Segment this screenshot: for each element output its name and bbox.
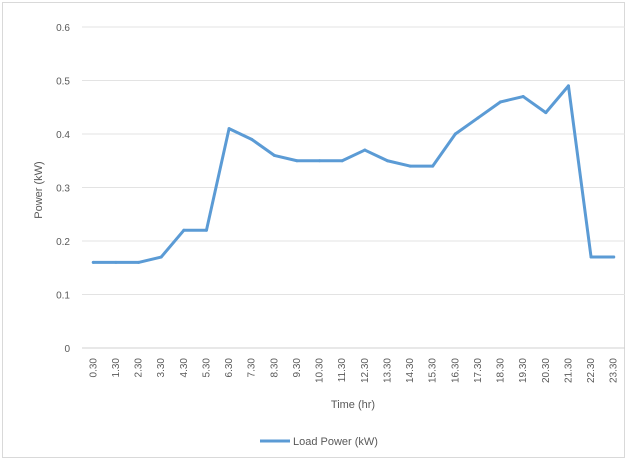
data-point [408, 164, 412, 168]
y-axis-ticks: 0 0.1 0.2 0.3 0.4 0.5 0.6 [56, 23, 70, 355]
x-tick-label: 3.30 [156, 358, 167, 378]
data-point [295, 159, 299, 163]
x-axis-title: Time (hr) [331, 399, 375, 411]
data-point [250, 137, 254, 141]
data-point [521, 95, 525, 99]
data-point [499, 100, 503, 104]
x-tick-label: 9.30 [292, 358, 303, 378]
legend-label: Load Power (kW) [293, 436, 378, 448]
data-point [476, 116, 480, 120]
data-point [227, 127, 231, 131]
x-tick-label: 14.30 [405, 358, 416, 383]
gridlines [82, 26, 625, 349]
x-tick-label: 11.30 [337, 358, 348, 383]
x-tick-label: 13.30 [382, 358, 393, 383]
data-point [204, 228, 208, 232]
x-tick-label: 6.30 [224, 358, 235, 378]
x-tick-label: 12.30 [360, 358, 371, 383]
x-tick-label: 7.30 [247, 358, 258, 378]
y-tick-label: 0.1 [56, 291, 70, 302]
data-point [91, 260, 95, 264]
chart-area [2, 2, 625, 458]
x-tick-label: 4.30 [179, 358, 190, 378]
data-point [363, 148, 367, 152]
data-point [566, 84, 570, 88]
x-axis-ticks: 0.30 1.30 2.30 3.30 4.30 5.30 6.30 7.30 8.30 9.30… [88, 358, 619, 383]
y-axis-title: Power (kW) [33, 161, 45, 218]
y-tick-label: 0.6 [56, 23, 70, 34]
series-layer [91, 84, 616, 264]
x-tick-label: 5.30 [201, 358, 212, 378]
data-point [114, 260, 118, 264]
x-tick-label: 0.30 [88, 358, 99, 378]
data-point [453, 132, 457, 136]
y-tick-label: 0.5 [56, 77, 70, 88]
x-tick-label: 2.30 [134, 358, 145, 378]
data-point [272, 153, 276, 157]
x-tick-label: 21.30 [563, 358, 574, 383]
y-tick-label: 0.4 [56, 130, 70, 141]
x-tick-label: 1.30 [111, 358, 122, 378]
y-tick-label: 0.2 [56, 237, 70, 248]
x-tick-label: 18.30 [496, 358, 507, 383]
legend: Load Power (kW) [260, 436, 378, 448]
data-point [589, 255, 593, 259]
x-tick-label: 19.30 [518, 358, 529, 383]
y-tick-label: 0.3 [56, 184, 70, 195]
data-point [318, 159, 322, 163]
data-point [137, 260, 141, 264]
x-tick-label: 23.30 [609, 358, 620, 383]
x-tick-label: 10.30 [315, 358, 326, 383]
data-point [431, 164, 435, 168]
x-tick-label: 22.30 [586, 358, 597, 383]
data-point [385, 159, 389, 163]
data-point [544, 111, 548, 115]
x-tick-label: 17.30 [473, 358, 484, 383]
data-point [340, 159, 344, 163]
x-tick-label: 15.30 [428, 358, 439, 383]
x-tick-label: 20.30 [541, 358, 552, 383]
data-point [159, 255, 163, 259]
data-point [182, 228, 186, 232]
x-tick-label: 16.30 [450, 358, 461, 383]
x-tick-label: 8.30 [269, 358, 280, 378]
data-point [612, 255, 616, 259]
series-line [91, 84, 616, 264]
y-tick-label: 0 [64, 344, 70, 355]
